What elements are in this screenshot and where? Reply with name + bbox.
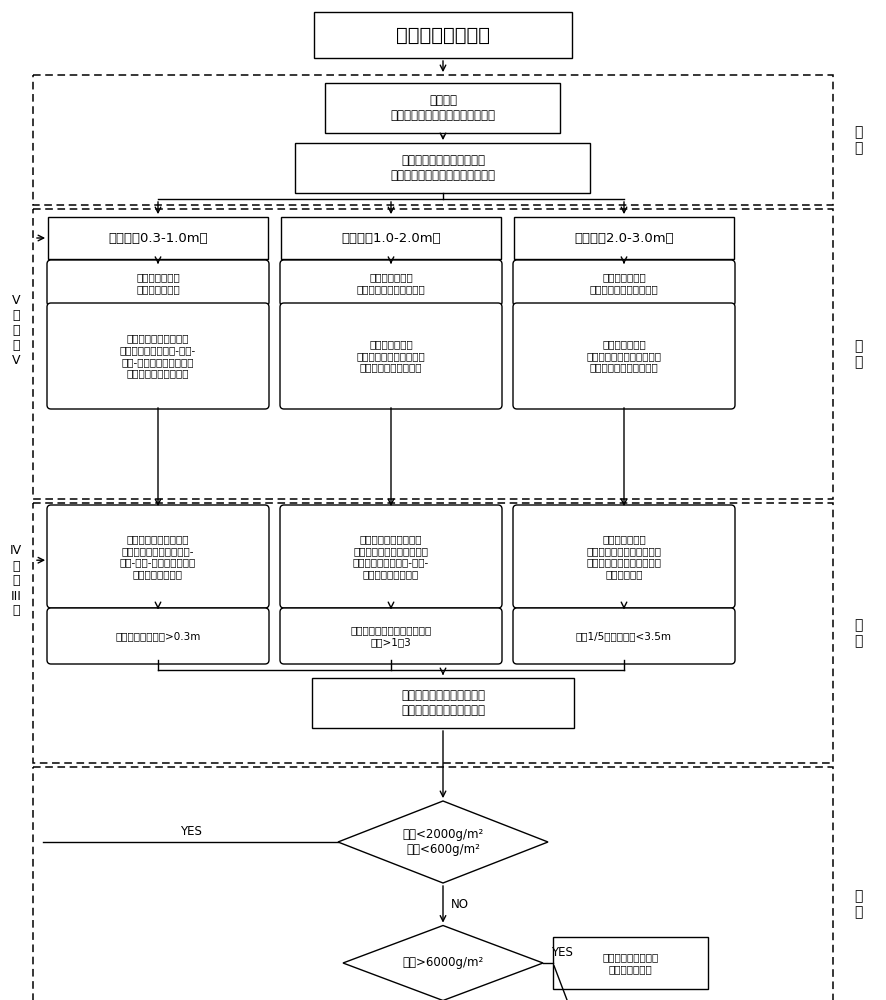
FancyBboxPatch shape (47, 303, 268, 409)
FancyBboxPatch shape (312, 678, 573, 728)
FancyBboxPatch shape (48, 217, 268, 259)
Text: 沉水植物死亡前进行
人工和机械打捞: 沉水植物死亡前进行 人工和机械打捞 (602, 952, 658, 974)
FancyBboxPatch shape (281, 217, 501, 259)
Text: V
类
或
劣
V: V 类 或 劣 V (12, 294, 20, 367)
Text: 管
理: 管 理 (853, 889, 861, 920)
Text: 群落：单优和混合群落
（密齿苦草群落、刺苦草-
黑藻-穗花-马来群落、轮藻
群落、茨藻群落）: 群落：单优和混合群落 （密齿苦草群落、刺苦草- 黑藻-穗花-马来群落、轮藻 群落… (120, 534, 196, 579)
Text: 调
控: 调 控 (853, 618, 861, 648)
Text: YES: YES (550, 946, 572, 959)
Text: 群落：单优群落
（穗花狐尾藻、马来眼子
菜、黑藻、菹草群落）: 群落：单优群落 （穗花狐尾藻、马来眼子 菜、黑藻、菹草群落） (356, 339, 425, 373)
Text: 群落：单优和混合群落
（黑藻群落、刺苦草-黑藻-
穗花-马来群落效果最佳）
辅以挺水浮叶植物群落: 群落：单优和混合群落 （黑藻群落、刺苦草-黑藻- 穗花-马来群落效果最佳） 辅以… (120, 334, 196, 378)
Text: 富营养化浅水湖泊: 富营养化浅水湖泊 (395, 26, 489, 45)
Text: YES: YES (179, 825, 201, 838)
Text: 浅水区（0.3-1.0m）: 浅水区（0.3-1.0m） (108, 232, 207, 244)
FancyBboxPatch shape (280, 260, 501, 306)
FancyBboxPatch shape (512, 505, 734, 608)
Text: 夏秋>6000g/m²: 夏秋>6000g/m² (402, 956, 483, 969)
Text: 投放滤食性鱼类和底栖动物
提高水体透明度，去除草食性鱼类: 投放滤食性鱼类和底栖动物 提高水体透明度，去除草食性鱼类 (390, 154, 495, 182)
Text: 投放肉食性鱼类和底栖动物
去除杂食性鱼类和植物碎屑: 投放肉食性鱼类和底栖动物 去除杂食性鱼类和植物碎屑 (400, 689, 485, 717)
FancyBboxPatch shape (325, 83, 560, 133)
Text: 恢复时间：四季
种植方式：扦插: 恢复时间：四季 种植方式：扦插 (136, 272, 180, 294)
Bar (33, 209, 832, 499)
FancyBboxPatch shape (47, 260, 268, 306)
Text: 替换1/5群落，水深<3.5m: 替换1/5群落，水深<3.5m (575, 631, 672, 641)
Text: 深水区（2.0-3.0m）: 深水区（2.0-3.0m） (573, 232, 673, 244)
FancyBboxPatch shape (513, 217, 734, 259)
Text: NO: NO (450, 898, 469, 911)
FancyBboxPatch shape (512, 608, 734, 664)
FancyBboxPatch shape (280, 608, 501, 664)
Text: 群落：单优和混合群落
（黑藻群落、微齿眼子菜群
落、马来眼子菜群落-茨藻-
微齿眼子菜混合群落: 群落：单优和混合群落 （黑藻群落、微齿眼子菜群 落、马来眼子菜群落-茨藻- 微齿… (353, 534, 429, 579)
FancyBboxPatch shape (280, 505, 501, 608)
Text: 调
查: 调 查 (853, 125, 861, 155)
FancyBboxPatch shape (512, 260, 734, 306)
Text: 夏秋<2000g/m²
春冬<600g/m²: 夏秋<2000g/m² 春冬<600g/m² (402, 828, 483, 856)
Text: 中水区（1.0-2.0m）: 中水区（1.0-2.0m） (341, 232, 440, 244)
Text: 增加耐寒种，控制耐寒种：夏
季种>1：3: 增加耐寒种，控制耐寒种：夏 季种>1：3 (350, 625, 431, 647)
Bar (33, 503, 832, 763)
FancyBboxPatch shape (280, 303, 501, 409)
Text: 恢复时间：四季
种植方式：扦插或包泥球: 恢复时间：四季 种植方式：扦插或包泥球 (356, 272, 425, 294)
Text: 增加伴生种，水深>0.3m: 增加伴生种，水深>0.3m (115, 631, 200, 641)
Text: IV
类
或
III
类: IV 类 或 III 类 (10, 544, 22, 617)
Text: 群落：单优群落
（穗花狐尾藻、马来眼子菜
群落）辅以浮叶植物群落: 群落：单优群落 （穗花狐尾藻、马来眼子菜 群落）辅以浮叶植物群落 (586, 339, 661, 373)
Text: NO: NO (450, 999, 469, 1000)
Polygon shape (343, 925, 542, 1000)
FancyBboxPatch shape (295, 143, 590, 193)
FancyBboxPatch shape (512, 303, 734, 409)
FancyBboxPatch shape (47, 608, 268, 664)
FancyBboxPatch shape (47, 505, 268, 608)
Bar (33, 767, 832, 1000)
Text: 种
植: 种 植 (853, 339, 861, 369)
Text: 恢复时间：春夏
种植方式：泥球或土工布: 恢复时间：春夏 种植方式：泥球或土工布 (589, 272, 657, 294)
FancyBboxPatch shape (552, 937, 707, 989)
Text: 群落：单优群落
（黑藻群落、微齿眼子菜群
落、马来眼子菜群落、穗花
狐尾藻群落）: 群落：单优群落 （黑藻群落、微齿眼子菜群 落、马来眼子菜群落、穗花 狐尾藻群落） (586, 534, 661, 579)
Text: 实地调查
（水质、底泥、地形及群落组成）: 实地调查 （水质、底泥、地形及群落组成） (390, 94, 495, 122)
Bar (33, 75, 832, 205)
Polygon shape (338, 801, 548, 883)
FancyBboxPatch shape (314, 12, 571, 58)
